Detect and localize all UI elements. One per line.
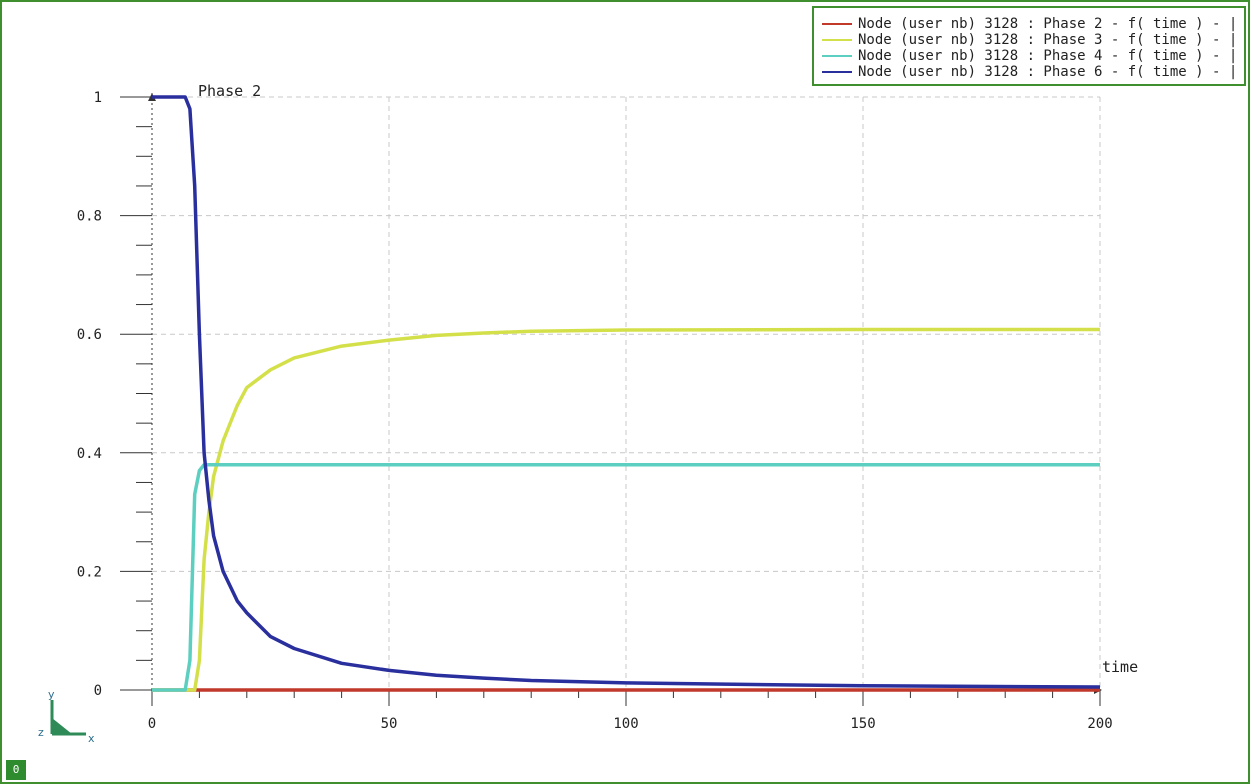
triad-z-shape — [52, 718, 72, 734]
legend-swatch — [822, 55, 852, 57]
grid — [152, 96, 1101, 690]
triad-x-label: x — [88, 732, 95, 745]
series-lines — [152, 95, 1101, 692]
y-tick-label: 0 — [94, 683, 102, 699]
x-tick-label: 0 — [148, 716, 156, 732]
legend-label: Node (user nb) 3128 : Phase 6 - f( time … — [858, 64, 1238, 80]
x-tick-label: 100 — [613, 716, 638, 732]
triad-z-label: z — [38, 726, 44, 739]
x-tick-label: 200 — [1087, 716, 1112, 732]
series-line-3 — [152, 462, 1100, 692]
legend-item: Node (user nb) 3128 : Phase 3 - f( time … — [814, 32, 1244, 48]
axes — [120, 93, 1102, 706]
legend-swatch — [822, 23, 852, 25]
axis-triad-icon: y z x — [38, 688, 95, 745]
x-axis-title: time — [1102, 658, 1138, 676]
x-tick-label: 50 — [381, 716, 398, 732]
y-tick-label: 0.8 — [77, 209, 102, 225]
legend-item: Node (user nb) 3128 : Phase 2 - f( time … — [814, 16, 1244, 32]
legend-label: Node (user nb) 3128 : Phase 4 - f( time … — [858, 48, 1238, 64]
view-number-badge[interactable]: 0 — [6, 760, 26, 780]
series-line-2 — [152, 327, 1100, 692]
chart-annotation: Phase 2 — [198, 82, 261, 100]
legend-swatch — [822, 71, 852, 73]
y-tick-label: 0.6 — [77, 327, 102, 343]
x-tick-label: 150 — [850, 716, 875, 732]
legend-label: Node (user nb) 3128 : Phase 2 - f( time … — [858, 16, 1238, 32]
labels: 0 0.2 0.4 0.6 0.8 1 0 50 100 150 200 time Phase 2 — [77, 82, 1138, 732]
series-line-4 — [152, 95, 1101, 689]
legend-label: Node (user nb) 3128 : Phase 3 - f( time … — [858, 32, 1238, 48]
legend-swatch — [822, 39, 852, 41]
triad-y-label: y — [48, 688, 55, 701]
chart-legend: Node (user nb) 3128 : Phase 2 - f( time … — [812, 6, 1246, 86]
y-tick-label: 1 — [94, 90, 102, 106]
legend-item: Node (user nb) 3128 : Phase 6 - f( time … — [814, 64, 1244, 80]
y-tick-label: 0.2 — [77, 564, 102, 580]
legend-item: Node (user nb) 3128 : Phase 4 - f( time … — [814, 48, 1244, 64]
y-tick-label: 0.4 — [77, 446, 102, 462]
